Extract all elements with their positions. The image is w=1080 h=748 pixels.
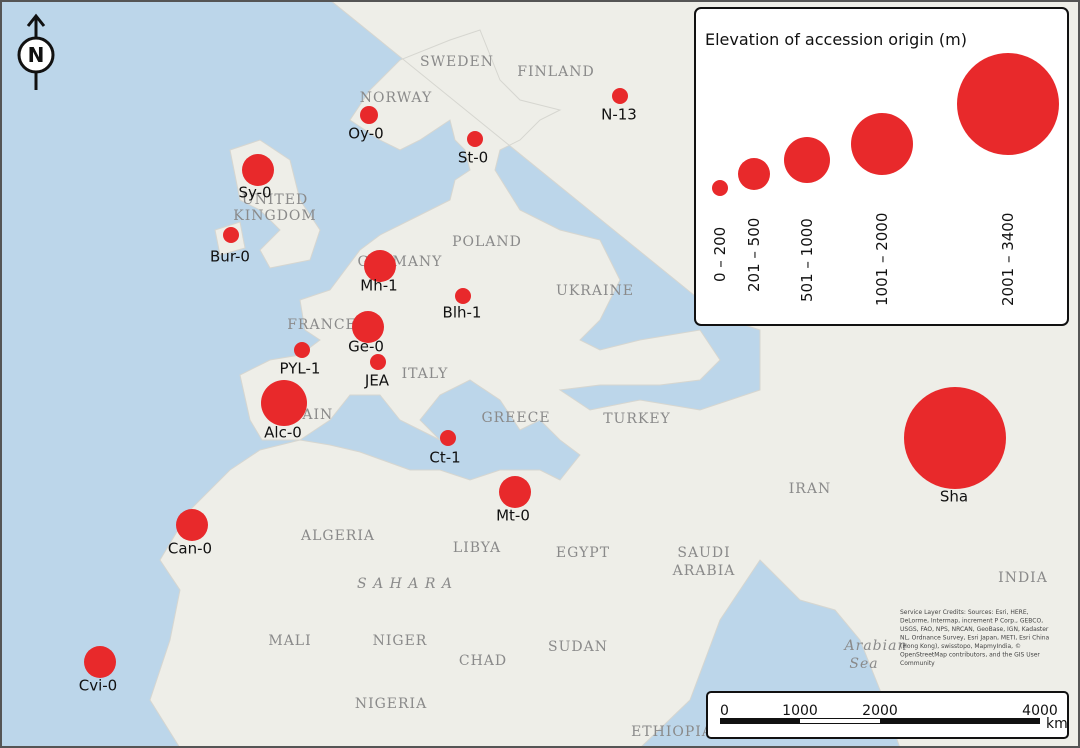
scale-box [706,691,1069,739]
legend-label: 0 – 200 [711,227,729,282]
credit-line: USGS, FAO, NPS, NRCAN, GeoBase, IGN, Kad… [900,626,1049,633]
point-label: N-13 [601,106,637,124]
country-label: KINGDOM [233,208,316,224]
legend-symbol [851,113,913,175]
north-arrow-head [26,13,46,27]
legend-symbol [738,158,770,190]
accession-point [364,250,396,282]
accession-point [455,288,471,304]
point-label: JEA [364,372,390,390]
country-labels: SWEDENFINLANDNORWAYUNITEDKINGDOMGERMANYP… [233,54,1048,740]
point-label: Can-0 [168,540,212,558]
country-label: POLAND [452,234,522,250]
legend-symbol [712,180,728,196]
country-label: NIGER [373,633,428,649]
accession-point [352,311,384,343]
accession-point [904,387,1006,489]
country-label: ARABIA [672,563,736,579]
country-label: FRANCE [287,317,357,333]
point-label: PYL-1 [280,360,321,378]
scale-tick-label: 4000 [1022,703,1058,719]
legend-symbol [957,53,1059,155]
accession-point [223,227,239,243]
credit-line: OpenStreetMap contributors, and the GIS … [900,652,1040,659]
country-label: ETHIOPIA [631,724,713,740]
credit-line: Community [900,660,935,667]
country-label: CHAD [459,653,507,669]
scale-tick-label: 1000 [782,703,818,719]
point-label: St-0 [458,149,488,167]
country-label: LIBYA [453,540,501,556]
country-label: ITALY [402,366,449,382]
point-label: Oy-0 [348,125,383,143]
legend-symbol [784,137,830,183]
accession-point [84,646,116,678]
point-label: Sha [940,488,968,506]
point-label: Alc-0 [264,424,302,442]
north-arrow: N [17,13,55,90]
credit-line: DeLorme, Intermap, increment P Corp., GE… [900,618,1043,625]
country-label: ALGERIA [300,528,375,544]
country-label: UKRAINE [556,283,634,299]
country-label: EGYPT [556,545,610,561]
accession-point [370,354,386,370]
legend-items: 0 – 200 201 – 500 501 – 1000 1001 – 2000 200… [711,53,1059,306]
credit-line: NL, Ordnance Survey, Esri Japan, METI, E… [900,635,1050,642]
accession-point [467,131,483,147]
point-label: Ge-0 [348,338,384,356]
scale-tick-label: 2000 [862,703,898,719]
legend-label: 501 – 1000 [798,218,816,302]
point-label: Sy-0 [238,184,271,202]
country-label: GREECE [481,410,550,426]
country-label: MALI [268,633,311,649]
credit-line: (Hong Kong), swisstopo, MapmyIndia, © [900,643,1021,650]
north-arrow-ring [17,36,55,74]
legend: Elevation of accession origin (m) 0 – 20… [694,7,1069,326]
credits: Service Layer Credits: Sources: Esri, HE… [900,609,1050,667]
point-label: Blh-1 [443,304,482,322]
country-label: FINLAND [517,64,594,80]
accession-point [176,509,208,541]
accession-points: Oy-0 St-0 N-13 Sy-0 Bur-0 Mh-1 Blh-1 Ge-0 PYL-1 J… [79,88,1006,695]
point-label: Ct-1 [429,449,460,467]
country-label: INDIA [998,570,1048,586]
point-label: Cvi-0 [79,677,117,695]
credit-line: Service Layer Credits: Sources: Esri, HE… [900,609,1029,616]
country-label: TURKEY [603,411,671,427]
country-label: S A H A R A [357,576,453,592]
accession-point [261,380,307,426]
accession-point [612,88,628,104]
point-label: Mh-1 [360,277,397,295]
accession-point [440,430,456,446]
scale-tick-label: 0 [720,703,729,719]
accession-point [360,106,378,124]
country-label: NIGERIA [355,696,427,712]
country-label: SAUDI [677,545,730,561]
legend-label: 1001 – 2000 [873,213,891,306]
country-label: Arabian [843,638,908,654]
accession-point [294,342,310,358]
country-label: UNITED [242,192,308,208]
country-label: SUDAN [548,639,608,655]
country-label: SWEDEN [420,54,494,70]
accession-point [499,476,531,508]
legend-title: Elevation of accession origin (m) [705,30,967,49]
country-label: Sea [849,656,878,672]
country-label: NORWAY [360,90,432,106]
country-label: IRAN [789,481,831,497]
legend-label: 201 – 500 [745,218,763,292]
legend-label: 2001 – 3400 [999,213,1017,306]
scale-unit: km [1046,716,1068,732]
scale-bar-gap [800,719,880,723]
point-label: Mt-0 [496,507,530,525]
point-label: Bur-0 [210,248,250,266]
north-label: N [28,43,45,67]
accession-point [242,154,274,186]
